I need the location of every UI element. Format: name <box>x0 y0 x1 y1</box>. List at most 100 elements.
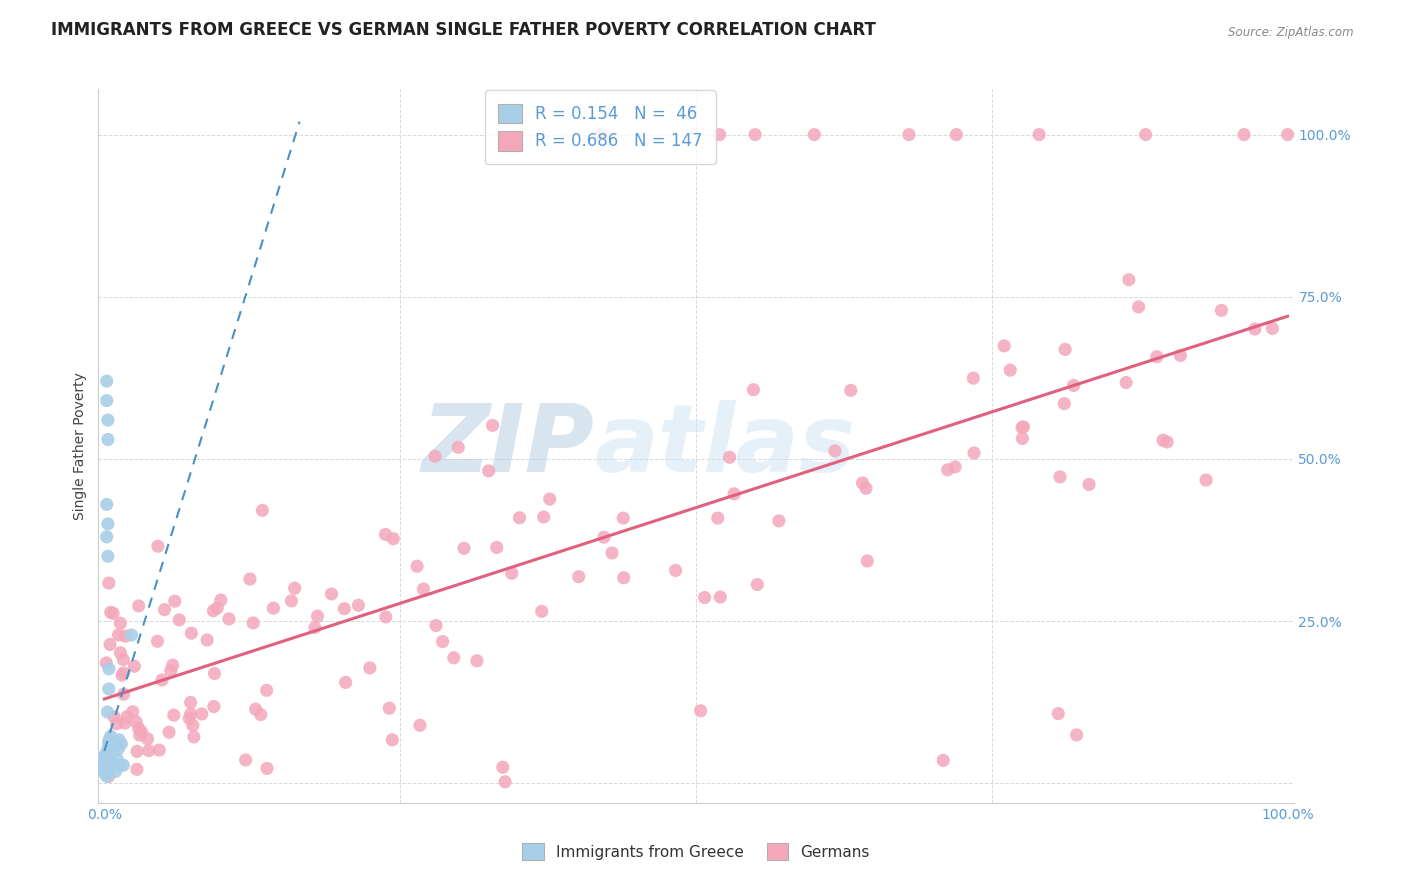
Point <box>485 541 508 555</box>
Point <box>94 751 117 765</box>
Point <box>108 732 131 747</box>
Point <box>412 582 434 596</box>
Point <box>1152 434 1174 448</box>
Point <box>153 602 176 616</box>
Point <box>97 758 120 772</box>
Point <box>747 577 769 591</box>
Point <box>1135 128 1157 142</box>
Point <box>101 607 124 621</box>
Point <box>1118 273 1140 287</box>
Point <box>96 764 118 779</box>
Point <box>851 475 873 490</box>
Point <box>163 594 186 608</box>
Point <box>204 666 226 681</box>
Point <box>110 616 132 631</box>
Point <box>447 441 470 455</box>
Point <box>613 571 636 585</box>
Point <box>114 629 136 643</box>
Point <box>98 736 121 750</box>
Point <box>112 758 135 772</box>
Point <box>108 758 131 772</box>
Point <box>304 620 326 634</box>
Point <box>98 732 121 747</box>
Point <box>359 661 381 675</box>
Point <box>932 754 955 768</box>
Point <box>114 716 136 731</box>
Point <box>1047 706 1070 721</box>
Point <box>723 487 745 501</box>
Point <box>96 393 118 408</box>
Point <box>96 769 118 783</box>
Point <box>207 601 229 615</box>
Point <box>1170 349 1192 363</box>
Point <box>136 731 159 746</box>
Point <box>1028 128 1050 142</box>
Point <box>103 757 125 772</box>
Point <box>148 743 170 757</box>
Point <box>406 559 429 574</box>
Point <box>96 656 118 670</box>
Point <box>146 634 169 648</box>
Point <box>998 363 1021 377</box>
Point <box>97 735 120 749</box>
Point <box>157 725 180 739</box>
Point <box>381 732 404 747</box>
Point <box>239 572 262 586</box>
Point <box>180 706 202 721</box>
Point <box>1011 420 1033 434</box>
Point <box>768 514 790 528</box>
Point <box>100 605 122 619</box>
Point <box>443 650 465 665</box>
Point <box>96 705 118 719</box>
Point <box>97 413 120 427</box>
Point <box>478 464 501 478</box>
Point <box>181 718 204 732</box>
Y-axis label: Single Father Poverty: Single Father Poverty <box>73 372 87 520</box>
Point <box>101 739 124 753</box>
Point <box>943 459 966 474</box>
Point <box>146 539 169 553</box>
Point <box>103 710 125 724</box>
Point <box>409 718 432 732</box>
Point <box>1012 420 1035 434</box>
Point <box>97 762 120 776</box>
Point <box>110 737 132 751</box>
Point <box>262 601 284 615</box>
Point <box>128 728 150 742</box>
Point <box>112 652 135 666</box>
Point <box>252 503 274 517</box>
Point <box>538 491 561 506</box>
Point <box>1054 343 1077 357</box>
Point <box>97 769 120 783</box>
Point <box>481 418 503 433</box>
Point <box>131 725 153 739</box>
Point <box>110 646 132 660</box>
Point <box>97 681 120 696</box>
Point <box>159 664 181 678</box>
Point <box>494 775 516 789</box>
Point <box>307 609 329 624</box>
Point <box>612 511 634 525</box>
Point <box>93 760 115 774</box>
Point <box>105 752 128 766</box>
Point <box>709 590 731 604</box>
Point <box>96 752 118 766</box>
Point <box>96 374 118 388</box>
Point <box>706 511 728 525</box>
Point <box>689 704 711 718</box>
Point <box>1244 322 1267 336</box>
Point <box>347 599 370 613</box>
Point <box>167 613 190 627</box>
Point <box>709 128 731 142</box>
Point <box>374 527 396 541</box>
Point <box>945 128 967 142</box>
Point <box>321 587 343 601</box>
Point <box>163 708 186 723</box>
Point <box>568 570 591 584</box>
Point <box>245 702 267 716</box>
Point <box>593 530 616 544</box>
Point <box>1261 321 1284 335</box>
Point <box>107 742 129 756</box>
Legend: Immigrants from Greece, Germans: Immigrants from Greece, Germans <box>516 837 876 866</box>
Text: atlas: atlas <box>595 400 856 492</box>
